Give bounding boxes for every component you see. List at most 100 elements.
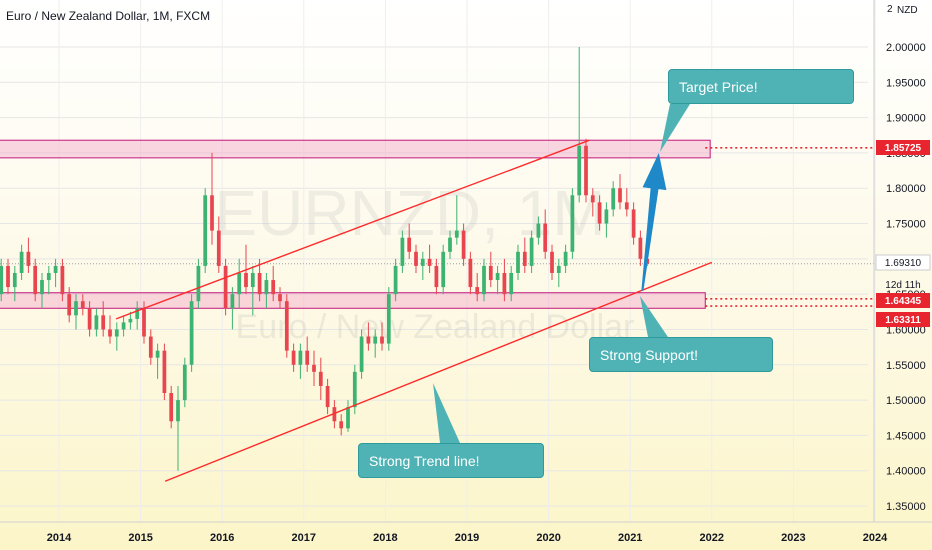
candle-body <box>94 315 99 330</box>
candle-body <box>114 329 119 337</box>
candle-body <box>230 294 235 309</box>
candle-body <box>550 251 554 273</box>
candle-body <box>33 265 38 295</box>
candle-body <box>182 364 187 401</box>
candle-body <box>638 237 643 259</box>
resistance-tag: 1.85725 <box>885 143 922 154</box>
candle-body <box>325 385 330 408</box>
candle-body <box>556 265 561 273</box>
candle-body <box>509 272 514 295</box>
candle-body <box>468 258 473 288</box>
support-callout: Strong Support! <box>589 337 773 372</box>
x-tick-label: 2016 <box>210 532 234 544</box>
candle-body <box>12 272 17 288</box>
x-tick-label: 2020 <box>536 532 560 544</box>
resistance-tag-bg <box>876 140 930 155</box>
candle-body <box>624 202 629 210</box>
candle-body <box>529 237 534 266</box>
x-tick-label: 2015 <box>128 532 152 544</box>
candle-body <box>352 371 357 408</box>
candle-body <box>162 350 167 394</box>
target-arrow <box>641 152 667 291</box>
candle-body <box>291 350 296 365</box>
candle-body <box>543 223 548 252</box>
candle-body <box>155 350 160 358</box>
candle-body <box>522 251 527 266</box>
candle-body <box>40 280 44 295</box>
y-tick-label: 1.35000 <box>886 501 926 513</box>
candle-body <box>26 251 31 266</box>
candle-body <box>74 301 78 316</box>
candle-body <box>427 258 432 266</box>
candle-body <box>135 308 140 319</box>
candle-body <box>210 195 214 231</box>
candle-body <box>577 145 582 196</box>
y-tick-label: 1.55000 <box>886 360 926 372</box>
candle-body <box>67 294 72 316</box>
support-high-tag: 1.64345 <box>885 296 922 307</box>
y-tick-label: 2.00000 <box>886 42 926 54</box>
time-axis[interactable]: 2014 2015 2016 2017 2018 2019 2020 2021 2022 2023… <box>0 521 932 544</box>
candle-body <box>386 294 391 344</box>
candle-body <box>454 230 459 238</box>
current-tag: 1.69310 <box>885 258 922 269</box>
candle-body <box>488 265 493 281</box>
candle-body <box>604 209 609 224</box>
candle-body <box>176 400 180 422</box>
candle-body <box>108 329 112 337</box>
candle-body <box>318 371 323 386</box>
candle-body <box>257 272 262 295</box>
candle-body <box>618 188 622 203</box>
candle-body <box>264 280 269 295</box>
candle-body <box>495 272 500 281</box>
candle-body <box>189 301 194 365</box>
support-low-tag-bg <box>876 312 930 327</box>
x-tick-label: 2014 <box>47 532 72 544</box>
zones <box>0 139 711 309</box>
watermark-ticker: EURNZD, 1M <box>214 177 605 249</box>
support-pointer <box>640 296 668 337</box>
callout-pointers <box>433 104 690 443</box>
candle-body <box>420 258 425 266</box>
arrow-shape <box>641 152 667 291</box>
channel-upper <box>115 139 590 320</box>
candle-body <box>142 308 146 337</box>
trend-lines <box>115 139 713 482</box>
candle-body <box>6 265 10 288</box>
candles <box>0 47 650 471</box>
candle-body <box>305 350 310 365</box>
candle-body <box>284 301 289 351</box>
channel-lower <box>164 261 713 482</box>
candle-body <box>441 251 446 288</box>
candle-body <box>393 265 398 295</box>
x-tick-label: 2017 <box>292 532 316 544</box>
candle-body <box>196 265 201 302</box>
symbol-title: Euro / New Zealand Dollar, 1M, FXCM <box>6 9 211 23</box>
candle-body <box>101 315 106 330</box>
candle-body <box>373 336 378 344</box>
candle-body <box>448 237 452 252</box>
candle-body <box>80 301 85 309</box>
candle-body <box>366 336 371 344</box>
zone-support <box>0 292 706 309</box>
candle-body <box>536 223 541 238</box>
candle-body <box>346 407 350 429</box>
candle-body <box>148 336 153 358</box>
y-tick-label: 1.75000 <box>886 219 926 231</box>
candle-body <box>53 265 58 273</box>
candle-body <box>475 287 480 295</box>
candle-body <box>312 364 316 372</box>
currency-prefix: 2 <box>887 4 893 15</box>
x-tick-label: 2022 <box>700 532 724 544</box>
countdown-tag: 12d 11h <box>885 280 920 291</box>
candle-body <box>434 265 439 288</box>
candle-body <box>169 393 174 422</box>
y-tick-label: 1.95000 <box>886 77 926 89</box>
candle-body <box>87 308 92 330</box>
currency-label[interactable]: NZD <box>897 5 918 16</box>
candle-body <box>570 195 575 252</box>
candle-body <box>584 145 588 196</box>
candle-body <box>60 265 65 295</box>
